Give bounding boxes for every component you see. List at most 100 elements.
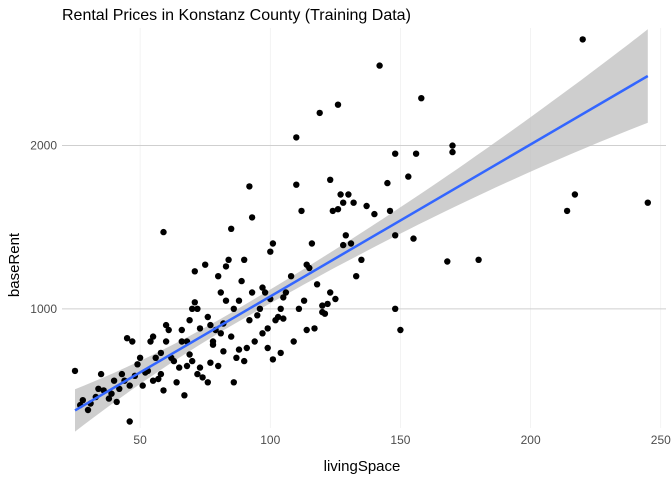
data-point (204, 313, 211, 321)
data-point (342, 232, 349, 239)
data-point (405, 173, 412, 180)
data-point (340, 241, 347, 249)
data-point (287, 273, 295, 280)
data-point (116, 385, 123, 392)
data-point (113, 398, 120, 406)
x-axis-title: livingSpace (324, 458, 401, 475)
data-point (254, 312, 261, 319)
data-point (160, 387, 167, 394)
data-point (79, 397, 87, 404)
data-point (123, 335, 131, 342)
data-point (324, 300, 331, 308)
data-point (412, 150, 420, 157)
data-point (345, 191, 352, 198)
data-point (196, 364, 204, 371)
data-point (300, 297, 308, 304)
data-point (264, 325, 271, 332)
data-point (97, 370, 105, 378)
data-point (228, 333, 235, 340)
data-point (353, 273, 360, 280)
data-point (191, 299, 198, 306)
data-point (207, 359, 214, 366)
data-point (334, 206, 342, 213)
data-point (295, 305, 303, 312)
data-point (215, 273, 222, 280)
data-point (105, 395, 113, 402)
data-point (319, 302, 326, 309)
x-tick-label: 50 (133, 433, 147, 447)
data-point (189, 357, 196, 365)
grid-lines (62, 28, 666, 428)
data-point (280, 315, 287, 322)
data-point (162, 321, 170, 329)
data-point (327, 176, 334, 183)
data-point (178, 338, 185, 345)
data-point (241, 357, 248, 365)
data-point (358, 256, 365, 263)
data-point (191, 268, 198, 275)
data-point (220, 348, 227, 355)
data-point (259, 284, 266, 291)
data-point (149, 333, 157, 340)
data-point (157, 370, 165, 378)
data-point (449, 142, 456, 149)
data-point (313, 281, 321, 288)
data-point (306, 264, 313, 272)
data-point (321, 310, 329, 317)
data-point (571, 191, 579, 198)
data-point (225, 256, 232, 263)
data-point (222, 297, 230, 304)
data-point (139, 382, 146, 389)
data-point (155, 375, 162, 383)
data-point (126, 418, 133, 425)
data-point (243, 344, 250, 352)
data-point (347, 240, 355, 247)
data-point (194, 305, 201, 312)
data-point (563, 207, 571, 215)
data-point (280, 294, 287, 301)
data-point (384, 179, 391, 187)
data-point (410, 235, 417, 242)
data-point (186, 317, 193, 324)
data-point (209, 338, 217, 345)
data-point (147, 338, 154, 345)
data-point (222, 263, 230, 270)
data-point (475, 256, 482, 263)
data-point (267, 248, 274, 255)
chart-title: Rental Prices in Konstanz County (Traini… (62, 7, 411, 24)
x-tick-label: 150 (390, 433, 410, 447)
data-point (397, 326, 404, 334)
data-point (259, 330, 266, 337)
data-point (290, 338, 297, 345)
regression-line-layer (74, 74, 649, 412)
data-point (246, 183, 253, 190)
y-tick-label: 2000 (30, 139, 57, 153)
data-point (350, 199, 357, 206)
data-point (392, 232, 399, 239)
data-point (230, 305, 237, 312)
data-point (152, 354, 159, 361)
y-tick-label: 1000 (30, 302, 57, 316)
data-point (316, 109, 323, 117)
data-point (110, 377, 118, 384)
tick-labels: 50 100 150 200 250 1000 2000 (30, 139, 671, 447)
data-point (392, 150, 399, 157)
data-point (108, 390, 115, 397)
data-point (256, 305, 264, 312)
regression-line (74, 74, 649, 412)
x-tick-label: 100 (260, 433, 280, 447)
data-point (189, 305, 196, 312)
data-point (160, 228, 167, 236)
data-point (95, 385, 102, 392)
data-point (165, 326, 172, 334)
data-point (303, 326, 310, 334)
data-point (264, 344, 271, 352)
data-point (277, 305, 284, 312)
data-point (371, 210, 378, 218)
data-point (579, 36, 586, 43)
data-point (269, 240, 277, 247)
data-point (644, 199, 651, 206)
data-point (84, 406, 92, 414)
data-point (134, 361, 141, 368)
